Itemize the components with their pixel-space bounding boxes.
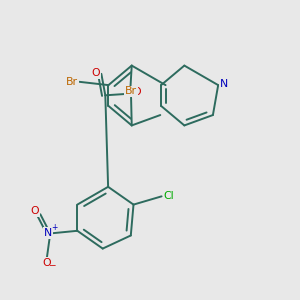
Text: Cl: Cl: [164, 191, 174, 201]
Text: Br: Br: [125, 86, 137, 96]
Text: O: O: [132, 87, 141, 97]
Text: O: O: [91, 68, 100, 78]
Text: +: +: [52, 223, 58, 232]
Text: N: N: [44, 228, 52, 238]
Text: −: −: [49, 260, 56, 269]
Text: N: N: [220, 80, 228, 89]
Text: Br: Br: [66, 77, 78, 87]
Text: O: O: [30, 206, 39, 216]
Text: O: O: [43, 258, 51, 268]
